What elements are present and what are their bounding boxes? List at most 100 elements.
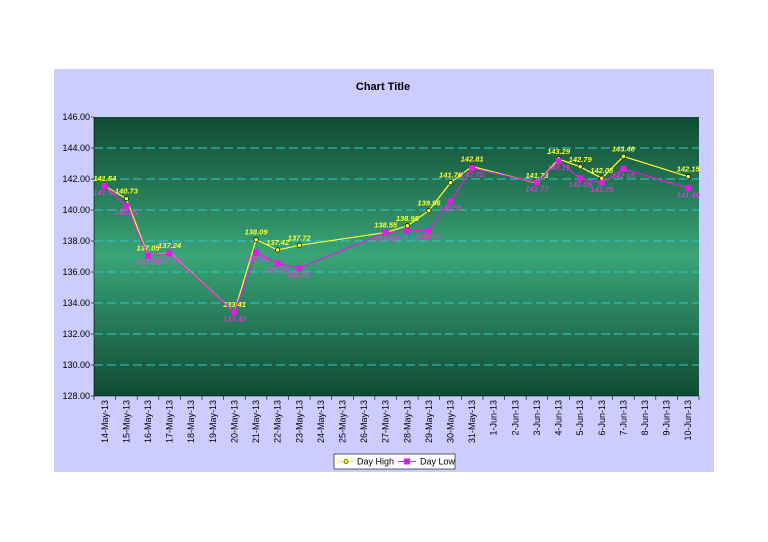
data-point-day-low: [382, 229, 389, 236]
data-label-day-low: 142.05: [569, 180, 593, 189]
x-tick-label: 9-Jun-13: [662, 400, 672, 436]
data-point-day-high: [620, 153, 626, 159]
x-tick-label: 26-May-13: [359, 400, 369, 443]
x-tick-label: 8-Jun-13: [640, 400, 650, 436]
data-label-day-high: 141.73: [525, 171, 549, 180]
data-label-day-high: 140.73: [115, 187, 139, 196]
data-label-day-low: 138.65: [396, 233, 420, 242]
x-tick-label: 24-May-13: [316, 400, 326, 443]
data-label-day-high: 137.05: [137, 244, 161, 253]
y-axis: 128.00 130.00 132.00 134.00 136.00 138.00 140.…: [62, 112, 95, 401]
series-layer: 141.54140.73137.05137.24133.41138.09137.…: [93, 144, 700, 323]
y-tick-label: 128.00: [62, 391, 90, 401]
y-tick-label: 134.00: [62, 298, 90, 308]
x-tick-label: 17-May-13: [165, 400, 175, 443]
data-label-day-low: 137.20: [158, 255, 182, 264]
data-point-day-high: [447, 180, 454, 186]
x-tick-label: 16-May-13: [143, 400, 153, 443]
x-tick-label: 28-May-13: [402, 400, 412, 443]
data-point-day-low: [296, 265, 303, 272]
x-tick-label: 6-Jun-13: [597, 400, 607, 436]
x-tick-label: 1-Jun-13: [489, 400, 499, 436]
x-tick-label: 23-May-13: [294, 400, 304, 443]
x-tick-label: 5-Jun-13: [575, 400, 585, 436]
chart-title: Chart Title: [356, 81, 410, 93]
x-tick-label: 7-Jun-13: [618, 400, 628, 436]
data-label-day-low: 137.25: [245, 255, 269, 264]
data-point-day-high: [404, 223, 410, 229]
x-tick-label: 20-May-13: [229, 400, 239, 443]
data-point-day-high: [599, 175, 605, 181]
x-tick-label: 4-Jun-13: [554, 400, 564, 436]
x-axis: 14-May-13 15-May-13 16-May-13 17-May-13 18-M…: [93, 395, 700, 443]
data-point-day-low: [620, 165, 627, 172]
data-point-day-low: [598, 179, 605, 186]
y-tick-label: 142.00: [62, 174, 90, 184]
y-tick-label: 136.00: [62, 267, 90, 277]
data-point-day-high: [685, 174, 691, 180]
data-point-day-low: [447, 198, 454, 205]
data-label-day-high: 137.72: [288, 233, 312, 242]
x-tick-label: 15-May-13: [121, 400, 131, 443]
x-tick-label: 30-May-13: [446, 400, 456, 443]
data-label-day-low: 141.77: [525, 185, 549, 194]
data-label-day-high: 142.15: [677, 165, 701, 174]
data-point-day-low: [533, 179, 540, 186]
chart-area: Chart Title 128.00 130.00 132.00 134.00 136.…: [54, 69, 714, 472]
gridlines: [94, 147, 699, 366]
plot-area: [94, 117, 699, 396]
data-label-day-high: 138.98: [396, 214, 420, 223]
data-label-day-high: 139.96: [417, 199, 441, 208]
data-label-day-high: 138.55: [374, 220, 398, 229]
data-label-day-high: 143.29: [547, 147, 571, 156]
y-tick-label: 146.00: [62, 112, 90, 122]
legend: Day High Day Low: [333, 453, 456, 470]
data-point-day-low: [274, 260, 281, 267]
data-label-day-low: 142.70: [461, 170, 485, 179]
data-label-day-high: 142.81: [461, 154, 484, 163]
y-tick-label: 138.00: [62, 236, 90, 246]
x-tick-label: 21-May-13: [251, 400, 261, 443]
data-point-day-high: [123, 196, 129, 202]
line-chart: Chart Title 128.00 130.00 132.00 134.00 136.…: [62, 81, 700, 470]
data-label-day-high: 143.46: [612, 144, 636, 153]
y-tick-label: 140.00: [62, 205, 90, 215]
data-point-day-low: [577, 175, 584, 182]
data-label-day-high: 133.41: [223, 300, 246, 309]
data-label-day-low: 140.25: [115, 208, 139, 217]
data-point-day-low: [469, 165, 476, 172]
x-tick-label: 2-Jun-13: [510, 400, 520, 436]
y-tick-label: 132.00: [62, 329, 90, 339]
legend-label-day-high: Day High: [357, 457, 394, 467]
data-label-day-high: 137.42: [266, 238, 290, 247]
data-label-day-low: 142.65: [612, 171, 636, 180]
legend-marker-day-high: [343, 459, 349, 464]
data-point-day-high: [253, 237, 259, 243]
x-tick-label: 10-Jun-13: [683, 400, 693, 441]
data-point-day-low: [145, 252, 152, 259]
x-tick-label: 29-May-13: [424, 400, 434, 443]
data-point-day-low: [166, 250, 173, 257]
data-label-day-low: 141.75: [590, 185, 614, 194]
legend-box: [333, 453, 456, 470]
data-label-day-low: 141.55: [93, 188, 117, 197]
data-label-day-low: 140.55: [439, 203, 463, 212]
data-label-day-low: 137.05: [137, 258, 161, 267]
data-point-day-low: [425, 227, 432, 234]
data-label-day-high: 137.24: [158, 241, 182, 250]
data-label-day-high: 141.54: [93, 174, 117, 183]
x-tick-label: 14-May-13: [100, 400, 110, 443]
legend-marker-day-low: [404, 458, 410, 465]
x-tick-label: 18-May-13: [186, 400, 196, 443]
data-point-day-low: [101, 182, 108, 189]
data-point-day-low: [555, 158, 562, 165]
y-tick-label: 130.00: [62, 360, 90, 370]
data-label-day-low: 138.55: [374, 234, 398, 243]
legend-label-day-low: Day Low: [420, 457, 456, 467]
data-point-day-low: [123, 203, 130, 210]
data-point-day-high: [296, 242, 302, 248]
x-tick-label: 27-May-13: [381, 400, 391, 443]
data-point-day-low: [231, 309, 238, 316]
x-tick-label: 25-May-13: [337, 400, 347, 443]
data-label-day-low: 143.15: [547, 163, 571, 172]
